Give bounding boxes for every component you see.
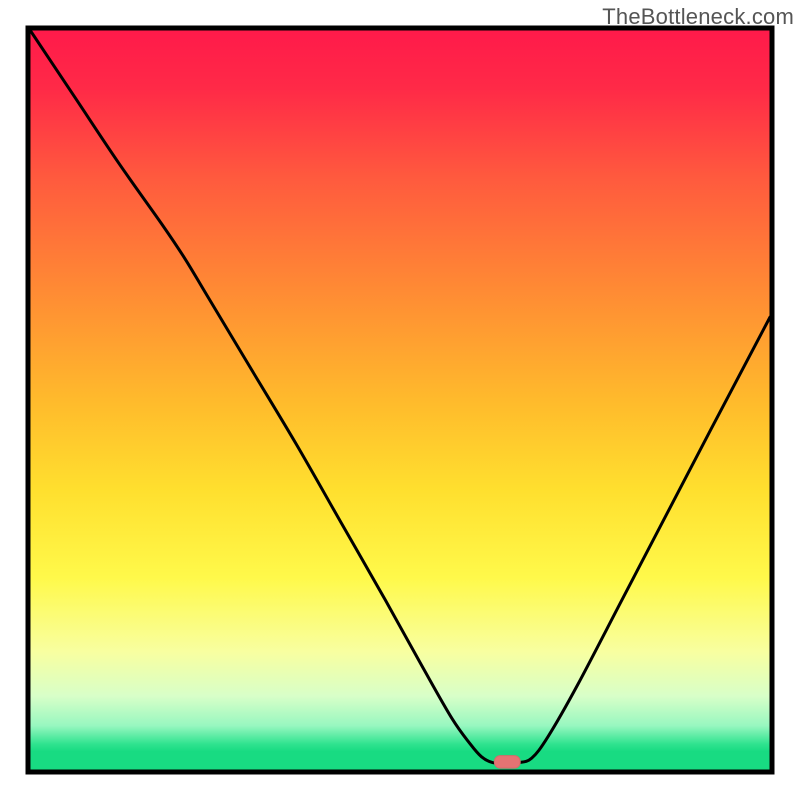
- optimum-marker: [494, 756, 520, 769]
- baseline-green-band: [30, 752, 770, 771]
- gradient-background: [30, 30, 770, 770]
- watermark-text: TheBottleneck.com: [602, 4, 794, 30]
- bottleneck-chart: TheBottleneck.com: [0, 0, 800, 800]
- chart-svg: [0, 0, 800, 800]
- plot-area: [28, 28, 772, 772]
